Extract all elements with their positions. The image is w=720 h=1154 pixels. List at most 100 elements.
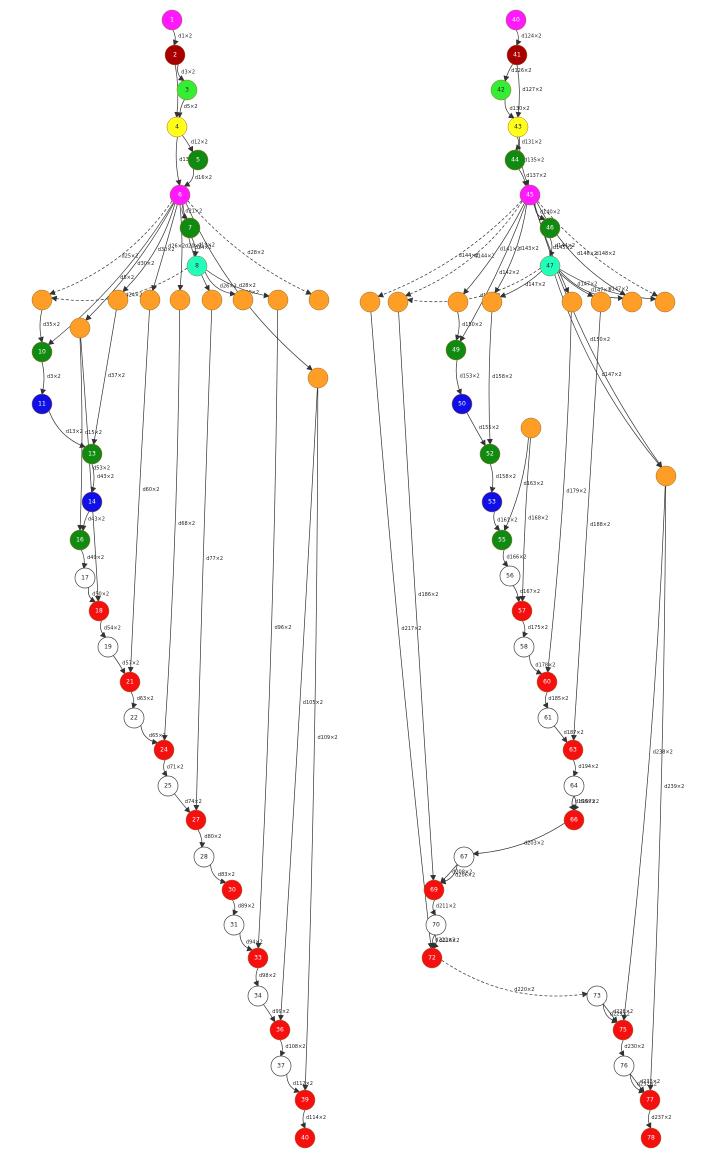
- node-circle: [164, 44, 186, 66]
- graph-node: [387, 291, 409, 313]
- node-circle: [166, 116, 188, 138]
- edge-label: d203×2: [524, 840, 544, 846]
- edge-label: d50×2: [92, 592, 109, 598]
- edge-Ro5-R60: [545, 311, 572, 673]
- edge-label: d167×2: [520, 589, 540, 595]
- node-circle: [613, 1055, 635, 1077]
- edge-R45-Ro2: [404, 201, 523, 297]
- edge-Ro2-R69: [398, 311, 437, 881]
- node-label: 17: [81, 575, 89, 582]
- edge-label: d15×2: [85, 430, 102, 436]
- edge-label: d3×2: [47, 374, 61, 380]
- edge-label: d13×2: [66, 429, 83, 435]
- edge-label: d145×2: [553, 245, 573, 251]
- graph-node: 57: [511, 600, 533, 622]
- graph-node: 66: [563, 809, 585, 831]
- edge-label: d21×2: [185, 208, 202, 214]
- edge-label: d109×2: [318, 735, 338, 741]
- node-label: 63: [569, 747, 577, 754]
- node-label: 53: [488, 499, 496, 506]
- graph-node: 36: [269, 1019, 291, 1041]
- node-circle: [537, 707, 559, 729]
- graph-node: [69, 317, 91, 339]
- edge-label: d150×2: [590, 337, 610, 343]
- node-label: 11: [38, 401, 46, 408]
- edge-L5-L6: [183, 168, 194, 187]
- edge-label: d144×2: [459, 253, 479, 259]
- edge-label: d158×2: [492, 374, 512, 380]
- edge-Ro1-R72: [370, 311, 434, 949]
- node-circle: [247, 947, 269, 969]
- graph-node: 30: [221, 879, 243, 901]
- node-label: 19: [104, 644, 112, 651]
- edge-label: d94×2: [246, 940, 263, 946]
- edge-label: d30×2: [137, 261, 154, 267]
- edge-L31-L33: [239, 933, 254, 952]
- graph-node: 50: [451, 393, 473, 415]
- graph-node: 27: [185, 809, 207, 831]
- edge-label: d105×2: [303, 700, 323, 706]
- node-label: 49: [452, 347, 460, 354]
- edge-R41-R43: [515, 64, 522, 118]
- edge-label: d135×2: [524, 158, 544, 164]
- graph-node: [481, 291, 503, 313]
- edge-L6-L7: [181, 204, 188, 219]
- edge-label: d130×2: [510, 106, 530, 112]
- graph-node: [107, 289, 129, 311]
- graph-node: 8: [186, 255, 208, 277]
- node-label: 40: [512, 17, 520, 24]
- graph-node: 31: [223, 914, 245, 936]
- node-label: 72: [428, 955, 436, 962]
- edge-label: d194×2: [578, 764, 598, 770]
- edge-label: d144×2: [555, 243, 575, 249]
- graph-node: 61: [537, 707, 559, 729]
- edge-R56-R57: [512, 585, 522, 603]
- edge-label: d142×2: [499, 270, 519, 276]
- edge-R47-Ro4: [499, 271, 542, 298]
- edge-R49-R50: [455, 359, 462, 396]
- graph-node: 39: [294, 1089, 316, 1111]
- edge-label: d114×2: [306, 1115, 326, 1121]
- node-label: 77: [646, 1097, 654, 1104]
- node-label: 30: [228, 887, 236, 894]
- node-circle: [294, 1127, 316, 1149]
- node-circle: [247, 985, 269, 1007]
- edge-R40-R41: [515, 29, 522, 46]
- edge-R47-Ro6: [557, 271, 594, 297]
- node-label: 22: [130, 715, 138, 722]
- edge-label: d26×2: [168, 244, 185, 250]
- edge-label: d28×2: [239, 283, 256, 289]
- graph-node: 33: [247, 947, 269, 969]
- edge-label: d222×2: [435, 937, 455, 943]
- edge-L6-Lo6: [182, 204, 210, 292]
- graph-node: 44: [504, 149, 526, 171]
- node-label: 36: [276, 1027, 284, 1034]
- node-label: 73: [593, 993, 601, 1000]
- edge-L27-L28: [197, 829, 206, 849]
- edge-label: d147×2: [525, 282, 545, 288]
- edge-label: d186×2: [418, 592, 438, 598]
- edge-label: d28×2: [247, 250, 264, 256]
- node-label: 40: [301, 1135, 309, 1142]
- edge-L17-L18: [88, 587, 96, 603]
- graph-node: 72: [421, 947, 443, 969]
- graph-node: [621, 291, 643, 313]
- edge-label: d19×2: [198, 243, 215, 249]
- node-circle: [119, 671, 141, 693]
- node-label: 41: [513, 52, 521, 59]
- edge-R47-Ro8: [559, 268, 657, 302]
- edge-label: d54×2: [104, 626, 121, 632]
- edge-label: d65×2: [149, 733, 166, 739]
- node-circle: [423, 879, 445, 901]
- node-circle: [445, 339, 467, 361]
- edge-R45-Ro4: [494, 204, 528, 294]
- graph-node: 75: [612, 1019, 634, 1041]
- graph-node: 24: [153, 739, 175, 761]
- edge-label: d211×2: [436, 904, 456, 910]
- edge-Lo2-L16: [77, 337, 84, 531]
- edge-label: d83×2: [218, 872, 235, 878]
- node-label: 43: [514, 124, 522, 131]
- node-circle: [123, 707, 145, 729]
- node-label: 45: [526, 192, 534, 199]
